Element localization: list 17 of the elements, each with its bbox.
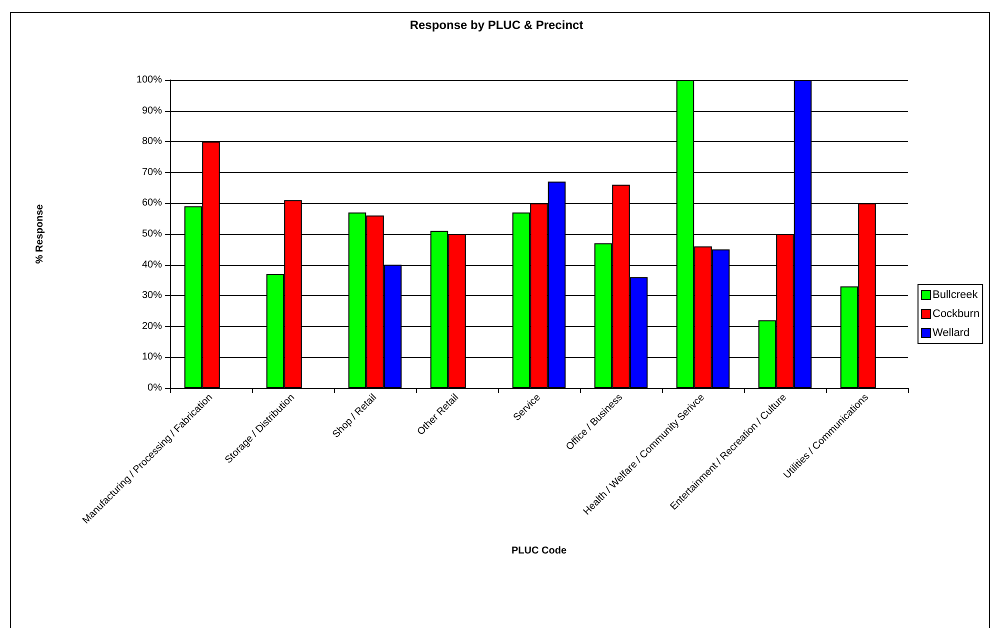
x-axis-title: PLUC Code — [512, 546, 567, 556]
y-tick-label: 10% — [142, 352, 162, 363]
y-tick-label: 70% — [142, 166, 162, 178]
y-tick-label: 50% — [142, 228, 162, 240]
chart-title: Response by PLUC & Precinct — [410, 18, 584, 32]
y-tick-label: 60% — [142, 198, 162, 209]
y-tick-label: 0% — [148, 382, 162, 394]
y-axis-title: % Response — [34, 204, 46, 264]
y-tick-label: 40% — [142, 259, 162, 270]
y-tick-label: 90% — [142, 105, 162, 116]
legend-label: Wellard — [932, 327, 970, 339]
legend-label: Bullcreek — [932, 289, 978, 301]
y-tick-label: 100% — [136, 74, 162, 86]
y-tick-label: 20% — [142, 320, 162, 332]
y-tick-label: 30% — [142, 290, 162, 302]
legend-label: Cockburn — [932, 308, 980, 320]
y-tick-label: 80% — [142, 136, 162, 148]
